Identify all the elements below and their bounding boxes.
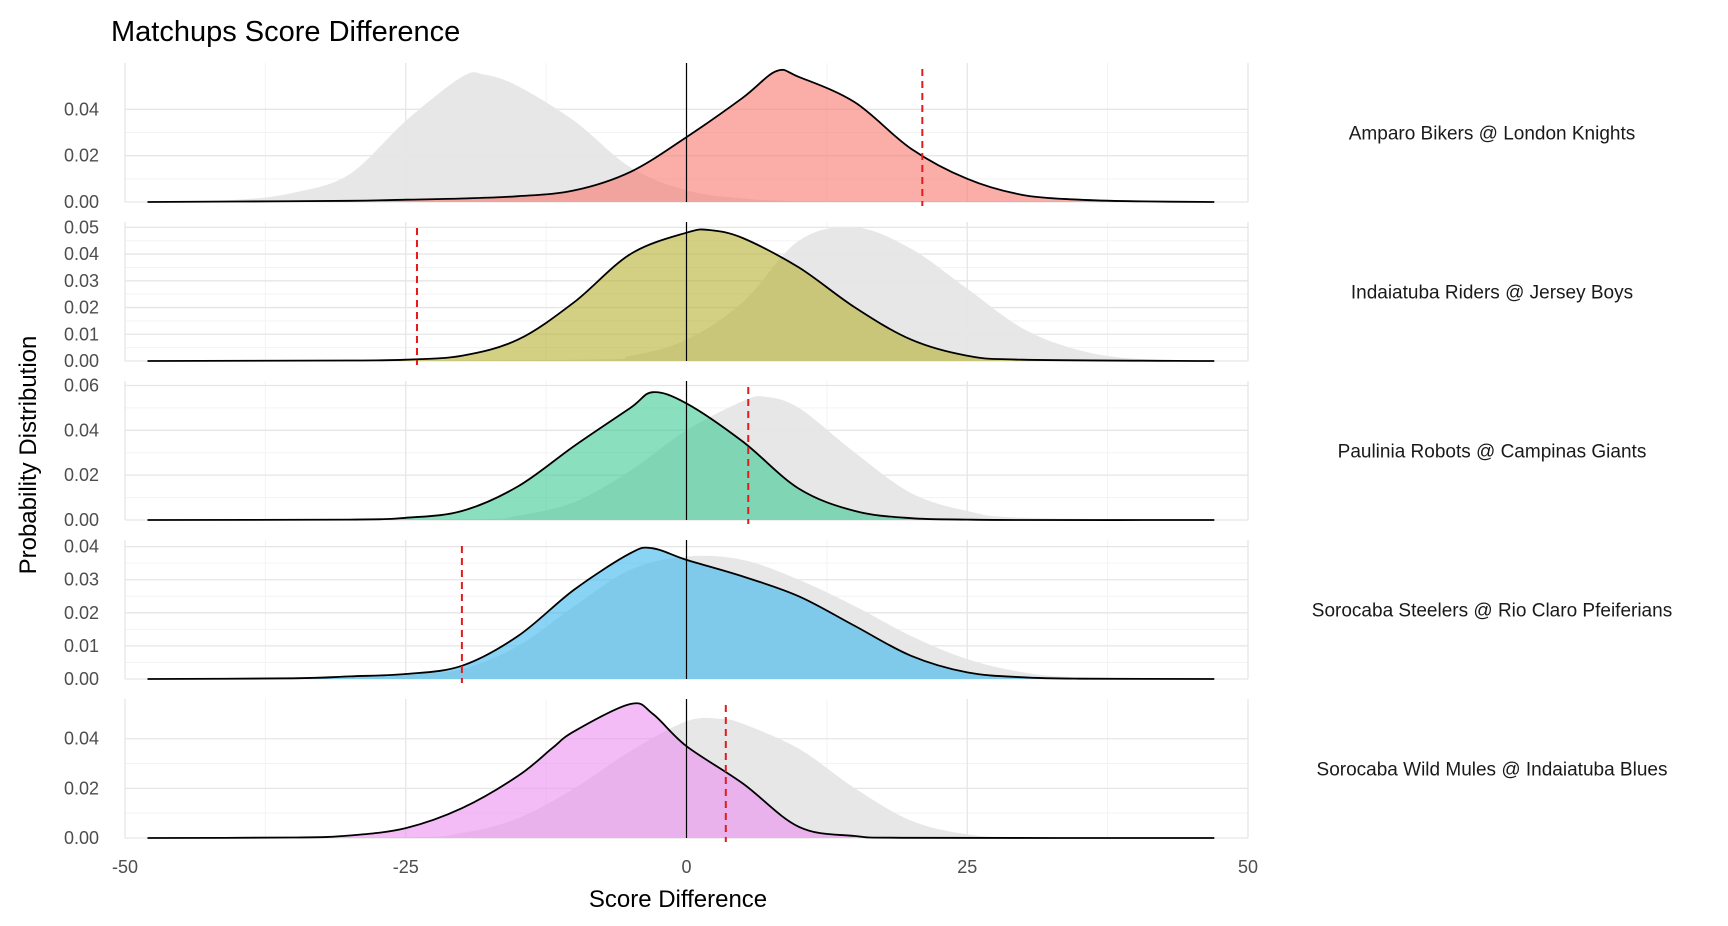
background-density-area [147, 226, 1215, 361]
y-tick-label: 0.00 [64, 510, 99, 530]
density-area [147, 392, 1215, 521]
panel-4: 0.00 0.01 0.02 0.03 0.04 Sorocaba Steelers @ … [64, 537, 1672, 689]
density-outline [147, 68, 1215, 203]
y-tick-label: 0.04 [64, 244, 99, 264]
density-area [147, 69, 1215, 202]
y-tick-label: 0.00 [64, 669, 99, 689]
y-tick-label: 0.05 [64, 217, 99, 237]
y-tick-label: 0.02 [64, 146, 99, 166]
x-axis-title: Score Difference [589, 886, 767, 913]
panels-group: 0.00 0.02 0.04 Amparo Bikers @ London Knigh… [64, 63, 1672, 848]
y-tick-label: 0.04 [64, 99, 99, 119]
density-area [147, 547, 1215, 679]
chart-title: Matchups Score Difference [111, 16, 460, 48]
y-axis-title: Probability Distribution [15, 336, 42, 575]
y-tick-label: 0.04 [64, 420, 99, 440]
y-tick-label: 0.00 [64, 828, 99, 848]
y-tick-label: 0.02 [64, 778, 99, 798]
facet-label: Indaiatuba Riders @ Jersey Boys [1351, 283, 1633, 304]
facet-label: Amparo Bikers @ London Knights [1349, 124, 1636, 145]
y-tick-label: 0.01 [64, 324, 99, 344]
y-tick-label: 0.02 [64, 465, 99, 485]
y-tick-label: 0.01 [64, 636, 99, 656]
x-tick-label: 50 [1238, 857, 1258, 877]
y-tick-label: 0.04 [64, 537, 99, 557]
y-tick-label: 0.04 [64, 729, 99, 749]
density-area [147, 703, 1215, 839]
y-tick-label: 0.06 [64, 375, 99, 395]
density-area [147, 229, 1215, 361]
density-outline [147, 391, 1215, 521]
x-axis: -50 -25 0 25 50 [112, 857, 1258, 877]
facet-label: Sorocaba Wild Mules @ Indaiatuba Blues [1317, 760, 1668, 781]
facet-label: Paulinia Robots @ Campinas Giants [1338, 442, 1647, 463]
background-density-area [147, 72, 855, 202]
facet-label: Sorocaba Steelers @ Rio Claro Pfeiferian… [1312, 601, 1672, 622]
x-tick-label: 0 [681, 857, 691, 877]
density-outline [147, 702, 1215, 839]
x-tick-label: -50 [112, 857, 138, 877]
panel-2: 0.00 0.01 0.02 0.03 0.04 0.05 Indaiatuba Rider… [64, 217, 1633, 371]
x-tick-label: -25 [393, 857, 419, 877]
x-tick-label: 25 [957, 857, 977, 877]
panel-3: 0.00 0.02 0.04 0.06 Paulinia Robots @ Campin… [64, 375, 1646, 530]
panel-5: 0.00 0.02 0.04 Sorocaba Wild Mules @ Indaia… [64, 699, 1668, 848]
y-tick-label: 0.03 [64, 570, 99, 590]
y-tick-label: 0.02 [64, 298, 99, 318]
y-tick-label: 0.00 [64, 192, 99, 212]
y-tick-label: 0.02 [64, 603, 99, 623]
panel-1: 0.00 0.02 0.04 Amparo Bikers @ London Knigh… [64, 63, 1635, 212]
density-outline [147, 546, 1215, 680]
y-tick-label: 0.03 [64, 271, 99, 291]
y-tick-label: 0.00 [64, 351, 99, 371]
density-outline [147, 228, 1215, 362]
